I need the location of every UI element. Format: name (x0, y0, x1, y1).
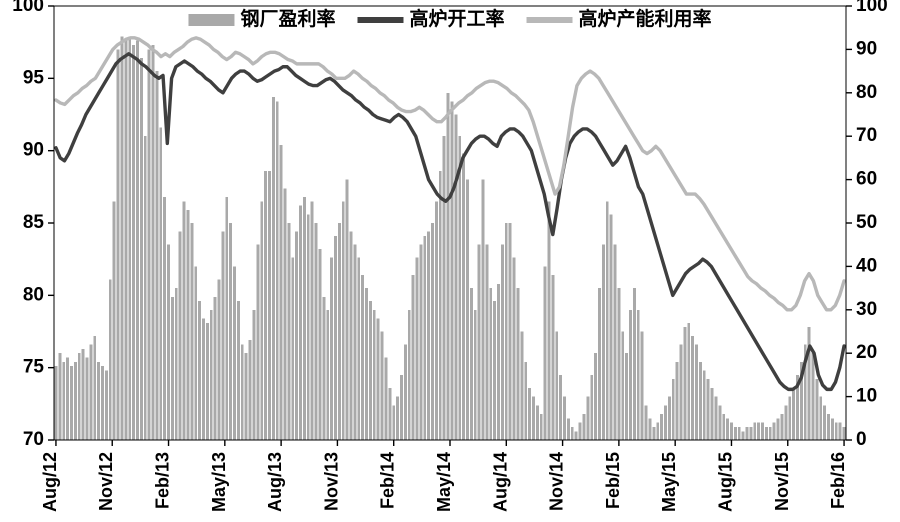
x-tick-label: May/13 (209, 452, 229, 512)
legend-swatch (188, 14, 234, 26)
legend-label: 高炉开工率 (409, 7, 504, 30)
y-right-tick-label: 90 (856, 38, 877, 59)
x-tick-label: Aug/14 (490, 452, 510, 512)
legend-label: 高炉产能利用率 (579, 7, 712, 30)
x-tick-label: May/15 (659, 452, 679, 512)
y-right-tick-label: 50 (856, 212, 877, 233)
x-tick-label: May/14 (434, 452, 454, 512)
y-right-tick-label: 80 (856, 82, 877, 103)
y-right-tick-label: 100 (856, 0, 888, 16)
y-left-tick-label: 100 (12, 0, 44, 16)
x-tick-label: Nov/14 (547, 452, 567, 511)
x-tick-label: Aug/13 (265, 452, 285, 512)
y-right-tick-label: 30 (856, 299, 877, 320)
legend-swatch (527, 17, 573, 23)
x-tick-label: Nov/12 (96, 452, 116, 511)
x-tick-label: Feb/14 (378, 452, 398, 509)
y-right-tick-label: 10 (856, 386, 877, 407)
x-tick-label: Nov/15 (772, 452, 792, 511)
y-left-tick-label: 75 (23, 357, 45, 378)
x-tick-label: Nov/13 (321, 452, 341, 511)
legend-swatch (357, 17, 403, 23)
y-right-tick-label: 70 (856, 125, 877, 146)
x-tick-label: Aug/12 (40, 452, 60, 512)
legend: 钢厂盈利率 高炉开工率 高炉产能利用率 (188, 7, 711, 30)
steel-chart: 70 75 80 85 90 95 100 0 10 20 30 40 50 60 70 80 90 100 Aug… (0, 0, 900, 522)
x-tick-label: Feb/16 (828, 452, 848, 509)
x-tick-label: Feb/15 (603, 452, 623, 509)
y-right-tick-label: 0 (856, 429, 867, 450)
y-left-tick-label: 80 (23, 284, 44, 305)
y-left-tick-label: 70 (23, 429, 44, 450)
y-left-tick-label: 95 (23, 67, 45, 88)
y-right-tick-label: 60 (856, 169, 877, 190)
y-right-tick-label: 40 (856, 255, 877, 276)
x-tick-label: Aug/15 (715, 452, 735, 512)
y-left-tick-label: 85 (23, 212, 45, 233)
y-left-tick-label: 90 (23, 140, 44, 161)
legend-label: 钢厂盈利率 (240, 7, 335, 30)
x-tick-label: Feb/13 (153, 452, 173, 509)
y-right-tick-label: 20 (856, 342, 877, 363)
